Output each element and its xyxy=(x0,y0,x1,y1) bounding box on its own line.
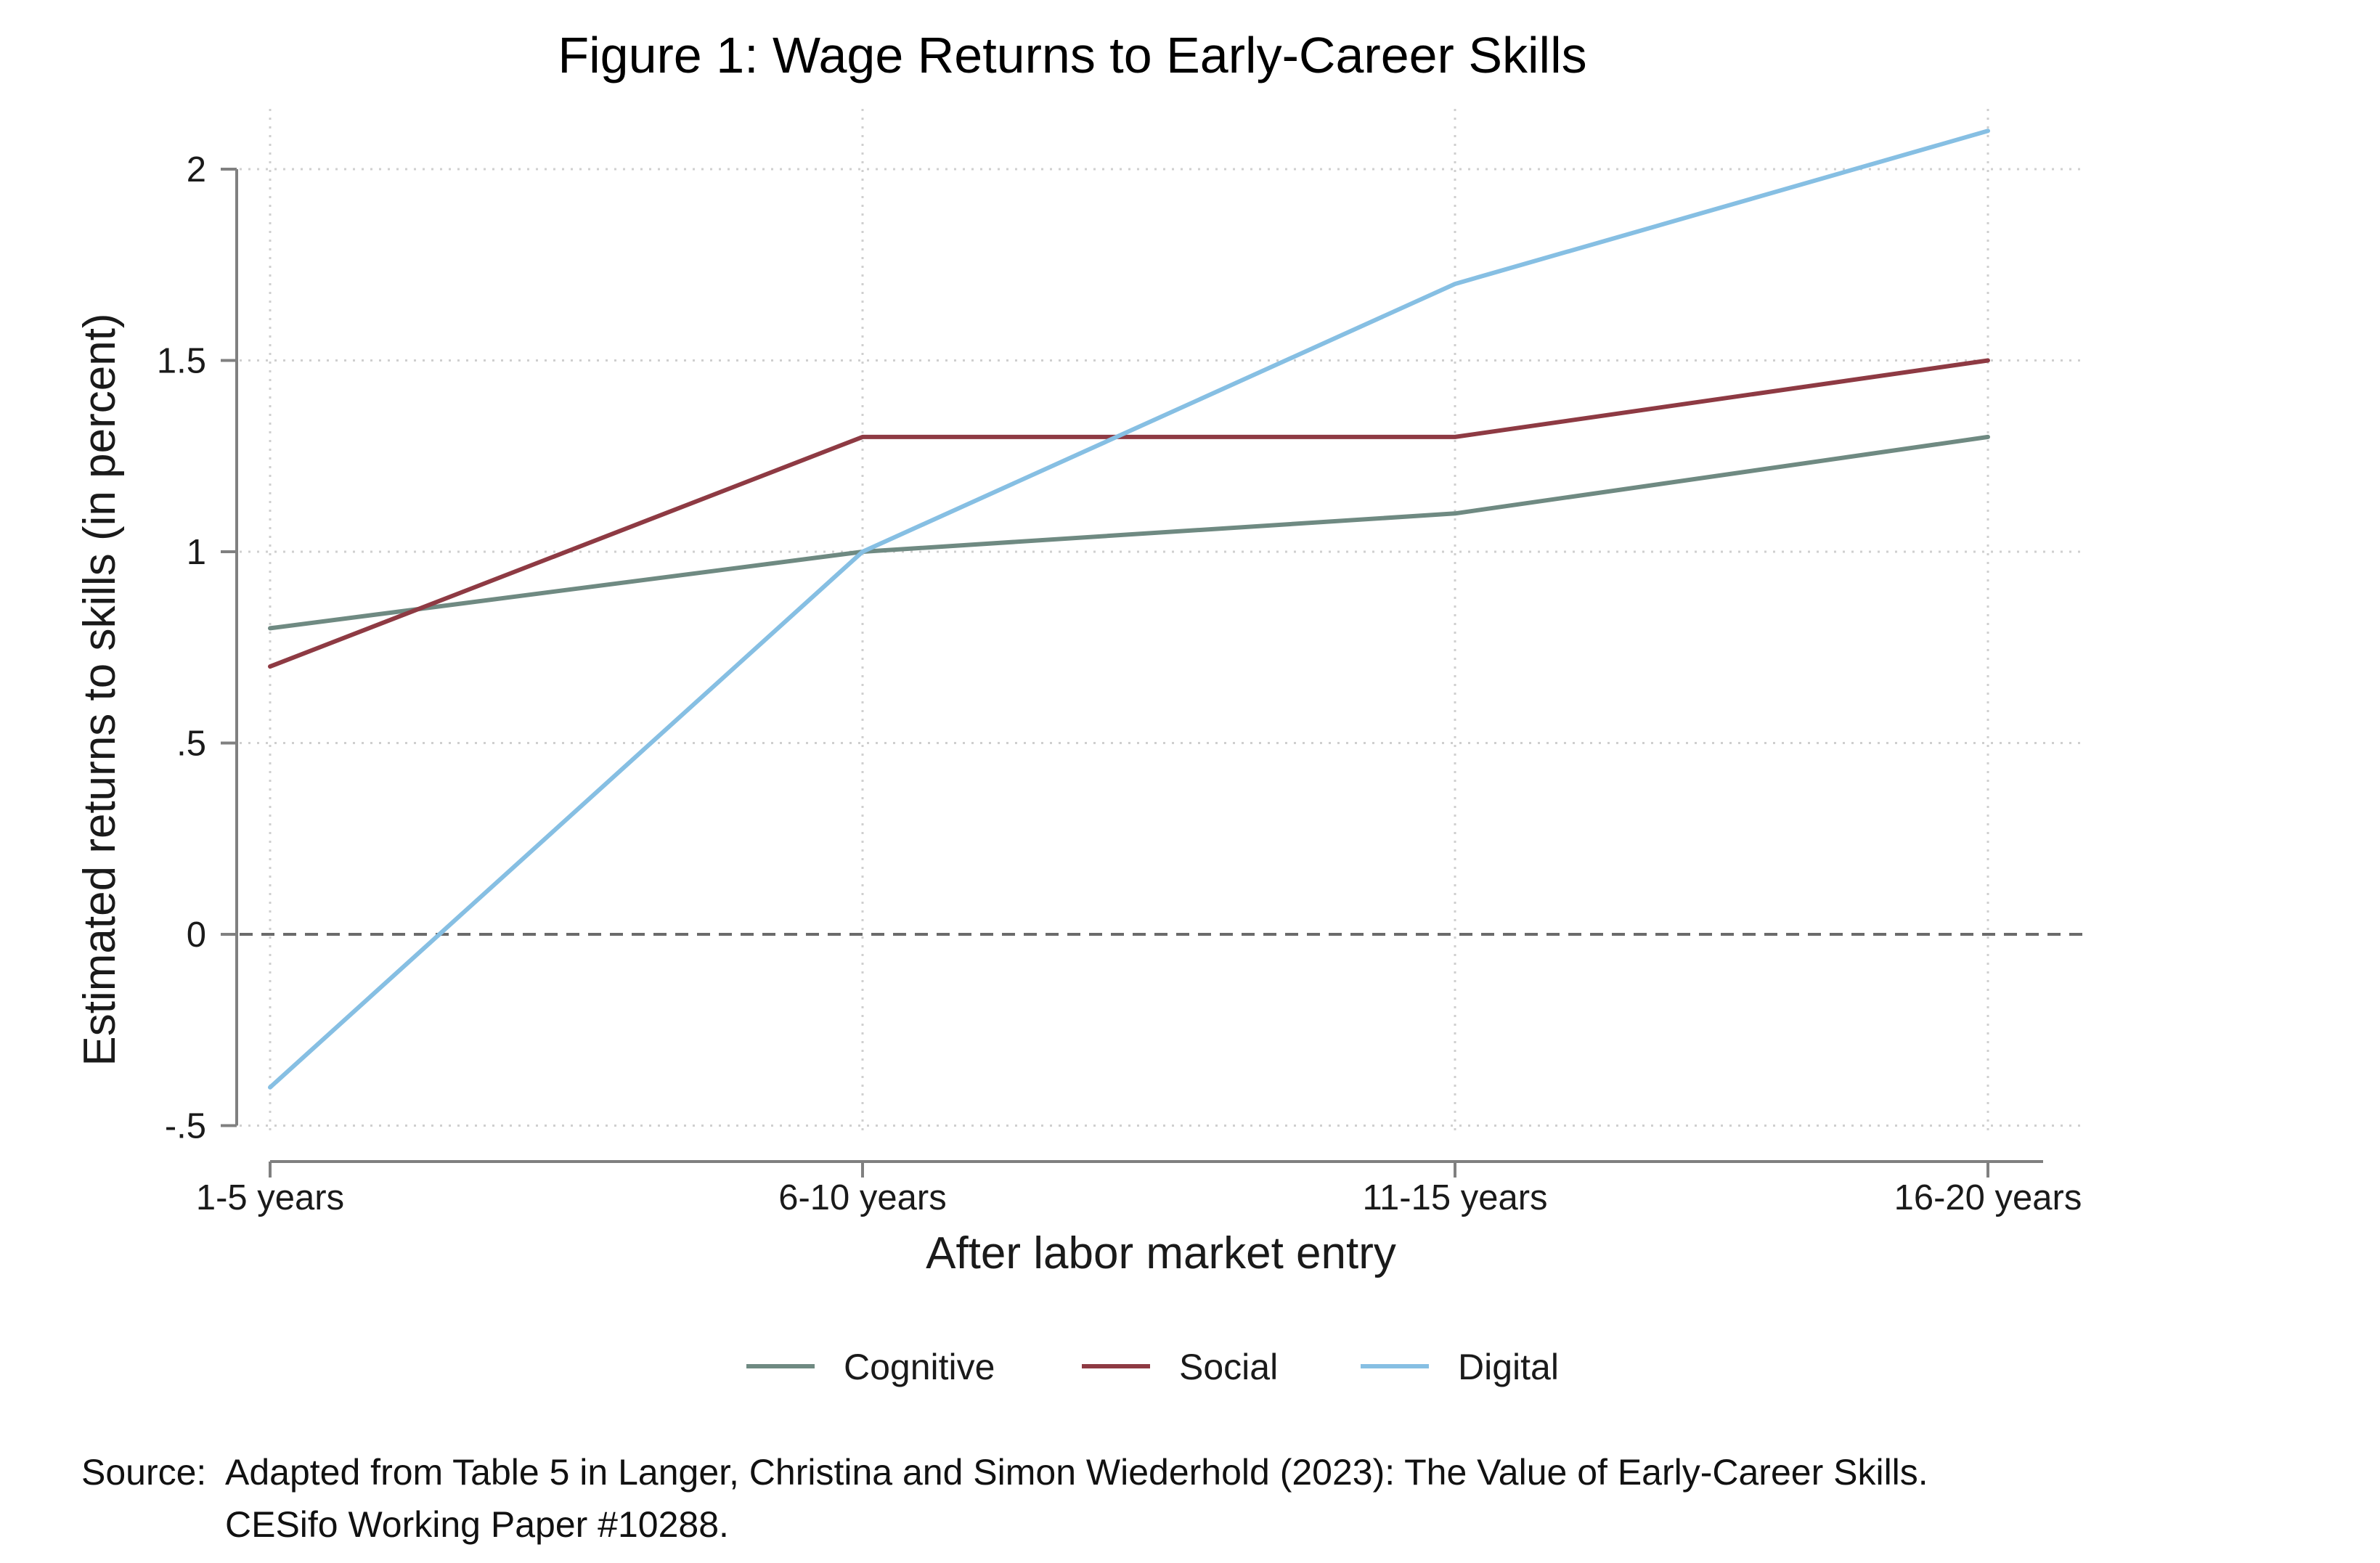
y-tick-label: 1.5 xyxy=(157,342,206,381)
legend-label-social: Social xyxy=(1179,1347,1278,1387)
grid-lines xyxy=(240,109,2087,1133)
chart-title: Figure 1: Wage Returns to Early-Career S… xyxy=(558,27,1586,83)
x-tick-label: 11-15 years xyxy=(1362,1178,1547,1217)
source-indent xyxy=(81,1498,225,1551)
series-line-cognitive xyxy=(268,434,1990,631)
tick-labels: -.5 0 .5 1 1.5 2 1-5 years 6-10 years 11-15 year… xyxy=(157,150,2082,1217)
x-axis-label: After labor market entry xyxy=(926,1228,1396,1278)
y-tick-label: .5 xyxy=(176,725,206,764)
source-line-2: CESifo Working Paper #10288. xyxy=(225,1504,729,1545)
source-line-1: Adapted from Table 5 in Langer, Christin… xyxy=(225,1452,1928,1493)
y-tick-label: 0 xyxy=(187,915,206,955)
source-prefix: Source: xyxy=(81,1452,207,1493)
series-line-digital xyxy=(268,128,1990,1090)
source-note: Source: Adapted from Table 5 in Langer, … xyxy=(81,1446,1928,1551)
legend: Cognitive Social Digital xyxy=(746,1347,1559,1387)
legend-label-digital: Digital xyxy=(1458,1347,1559,1387)
y-tick-label: 2 xyxy=(187,150,206,189)
legend-label-cognitive: Cognitive xyxy=(844,1347,995,1387)
x-tick-label: 1-5 years xyxy=(196,1178,344,1217)
series-line-social xyxy=(268,358,1990,669)
x-tick-label: 6-10 years xyxy=(778,1178,947,1217)
y-tick-label: 1 xyxy=(187,533,206,572)
y-tick-label: -.5 xyxy=(165,1107,206,1146)
axes xyxy=(221,168,2043,1178)
x-tick-label: 16-20 years xyxy=(1894,1178,2082,1217)
y-axis-label: Estimated returns to skills (in percent) xyxy=(75,313,125,1066)
series-lines xyxy=(268,128,1990,1090)
